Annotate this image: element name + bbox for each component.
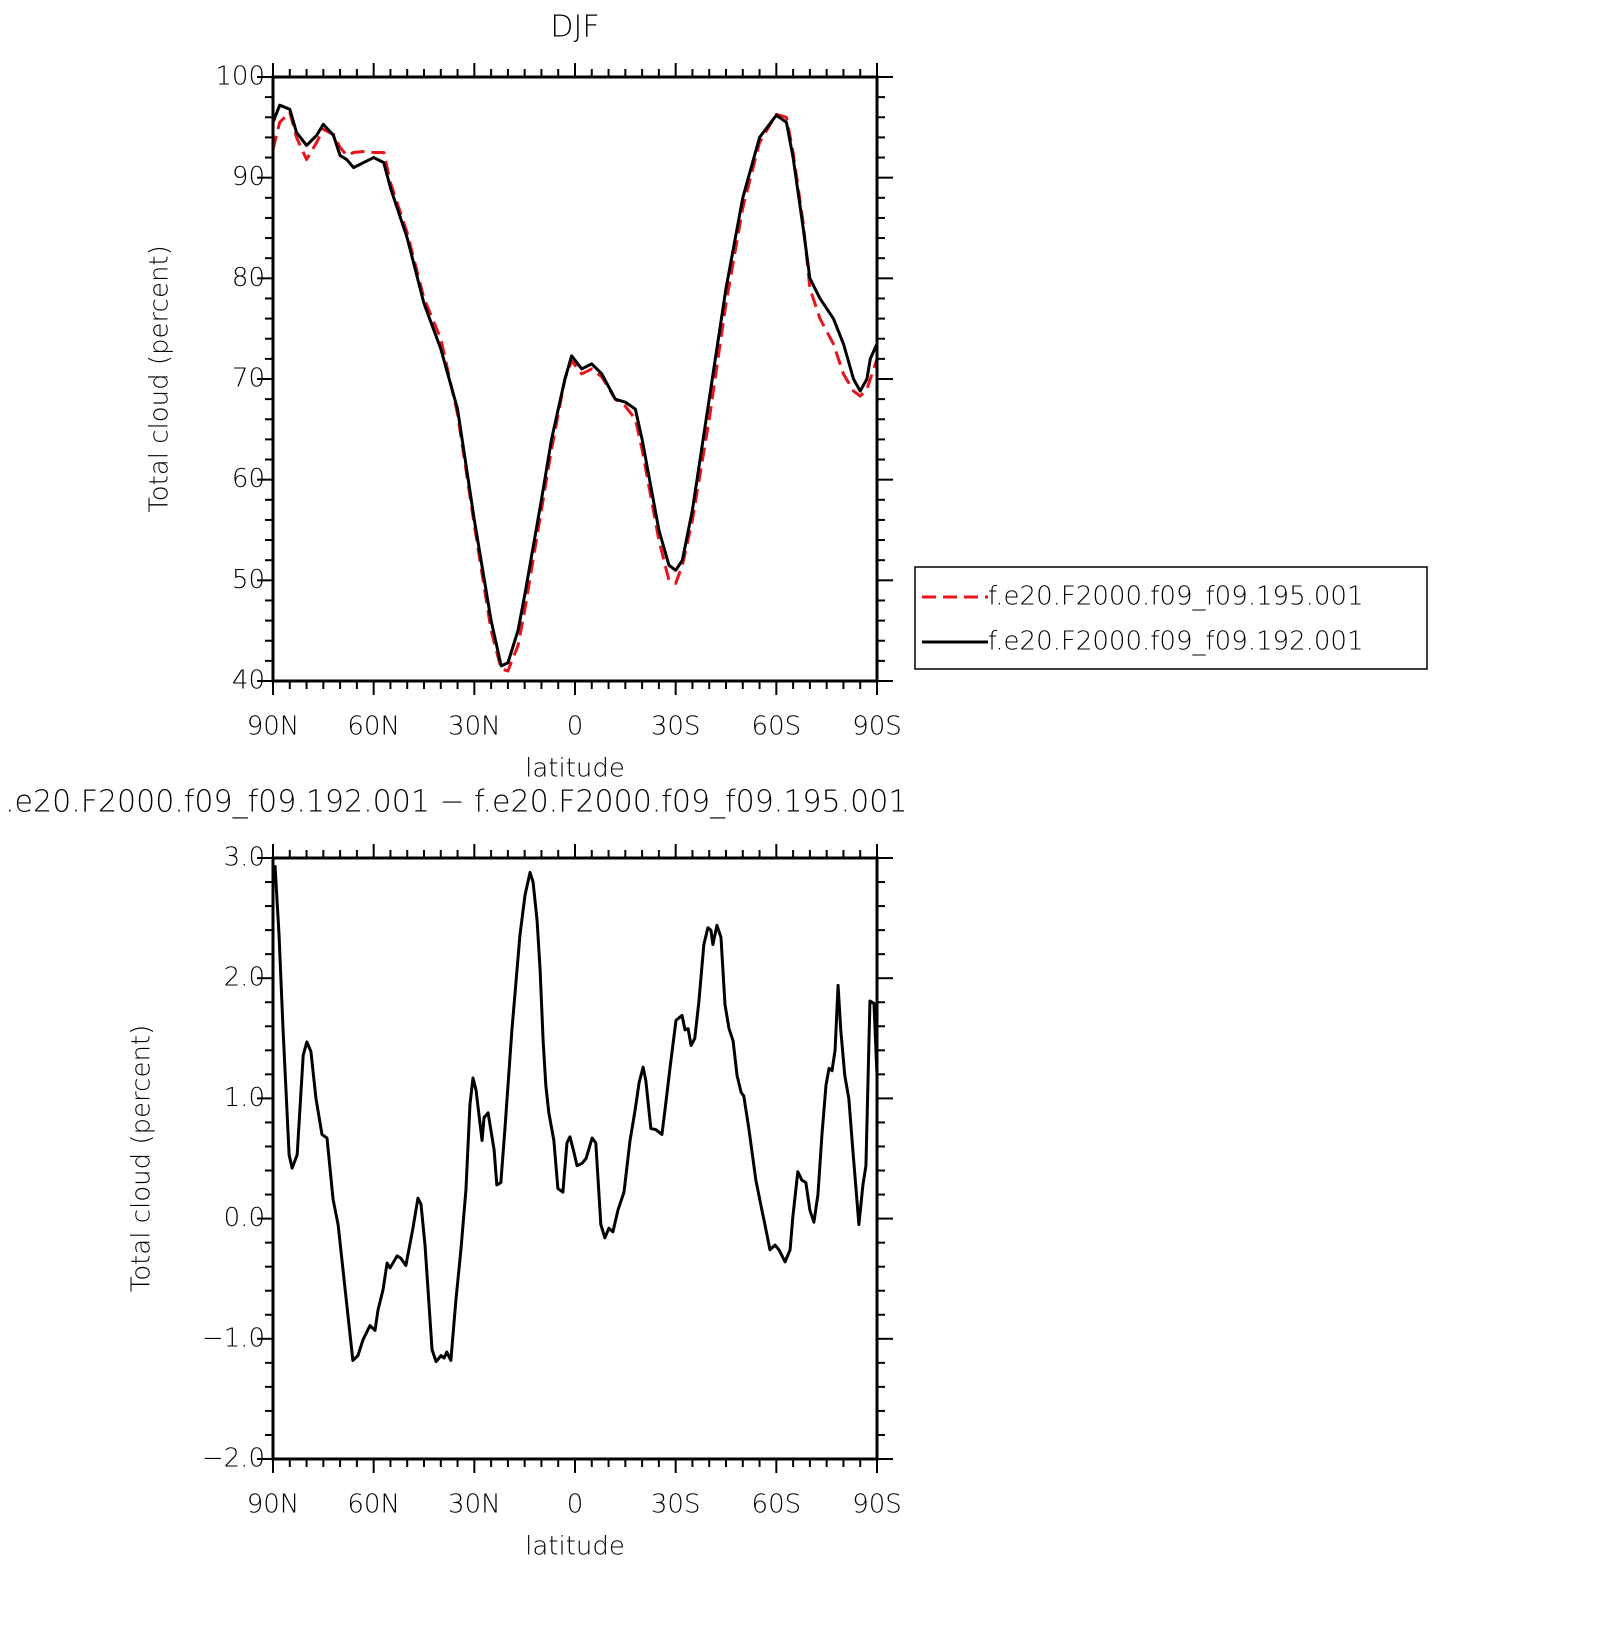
chart-title: DJF [550, 10, 599, 45]
y-axis-label: Total cloud (percent) [145, 245, 175, 513]
legend-label: f.e20.F2000.f09_f09.192.001 [988, 627, 1364, 657]
x-tick-label: 30N [448, 712, 501, 742]
legend-box [914, 566, 1428, 670]
y-tick-label: 0.0 [224, 1203, 265, 1233]
x-tick-label: 90S [852, 1490, 902, 1520]
y-tick-label: −2.0 [202, 1444, 265, 1474]
x-tick-label: 0 [567, 1490, 584, 1520]
y-tick-label: 40 [232, 666, 265, 696]
x-tick-label: 60N [347, 712, 400, 742]
y-tick-label: 100 [215, 62, 265, 92]
x-tick-label: 30S [651, 712, 701, 742]
x-tick-label: 30S [651, 1490, 701, 1520]
y-tick-label: 80 [232, 263, 265, 293]
plot-frame [271, 75, 879, 683]
data-line [271, 110, 879, 673]
x-tick-label: 90S [852, 712, 902, 742]
x-tick-label: 30N [448, 1490, 501, 1520]
y-tick-label: −1.0 [202, 1323, 265, 1353]
x-tick-label: 90N [247, 712, 300, 742]
y-tick-label: 3.0 [224, 843, 265, 873]
x-tick-label: 0 [567, 712, 584, 742]
data-line [271, 103, 879, 668]
y-tick-label: 60 [232, 464, 265, 494]
y-tick-label: 90 [232, 162, 265, 192]
chart-title: .e20.F2000.f09_f09.192.001 − f.e20.F2000… [5, 785, 907, 820]
plot-frame [271, 856, 879, 1461]
x-axis-label: latitude [525, 1532, 625, 1562]
x-tick-label: 60S [752, 1490, 802, 1520]
y-axis-label: Total cloud (percent) [127, 1025, 157, 1293]
x-tick-label: 90N [247, 1490, 300, 1520]
x-tick-label: 60S [752, 712, 802, 742]
legend-label: f.e20.F2000.f09_f09.195.001 [988, 582, 1364, 612]
y-tick-label: 50 [232, 565, 265, 595]
x-axis-label: latitude [525, 754, 625, 784]
x-tick-label: 60N [347, 1490, 400, 1520]
y-tick-label: 1.0 [224, 1083, 265, 1113]
data-line [273, 865, 879, 1364]
y-tick-label: 2.0 [224, 963, 265, 993]
y-tick-label: 70 [232, 364, 265, 394]
